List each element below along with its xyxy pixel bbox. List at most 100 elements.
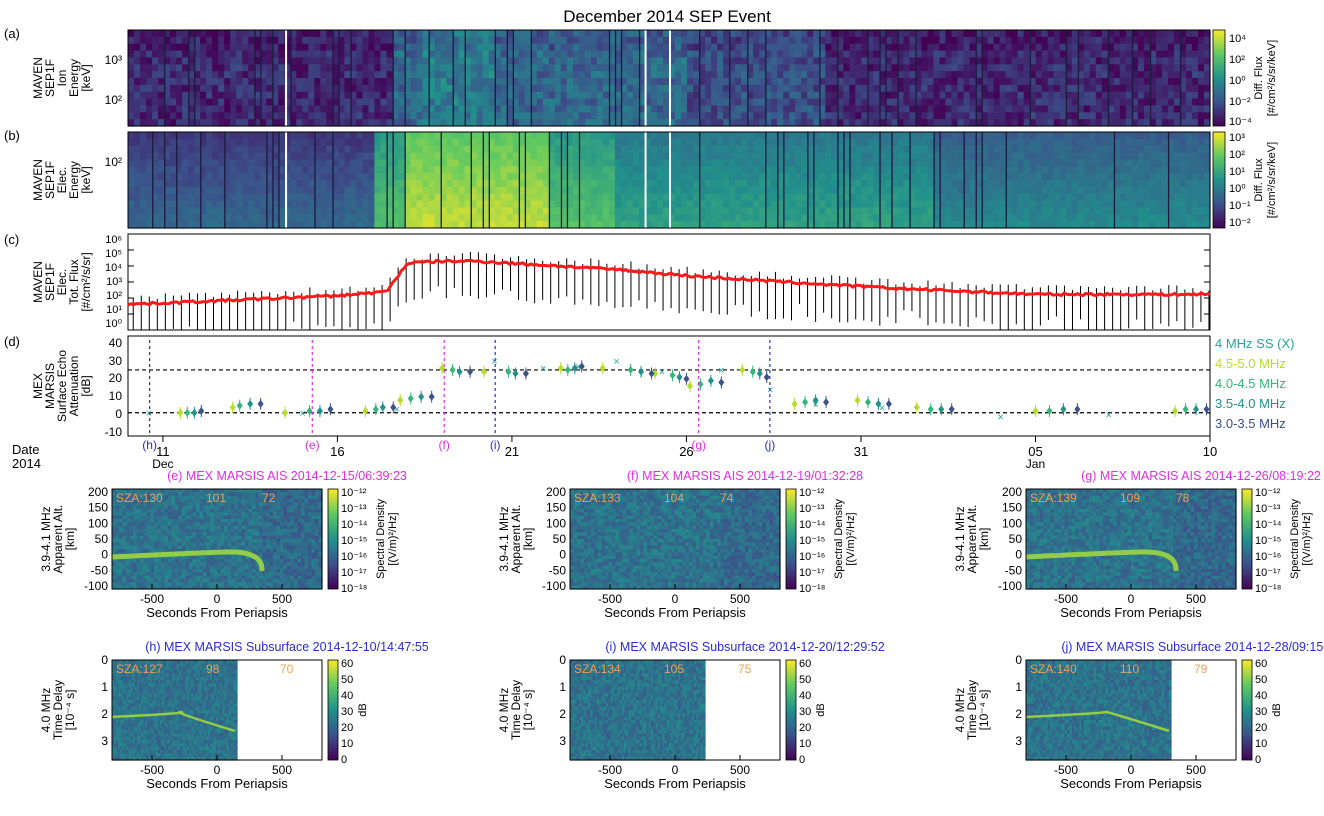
heatmap-cell (476, 71, 484, 79)
heatmap-cell (681, 166, 688, 174)
heatmap-cell (993, 91, 1001, 100)
heatmap-cell (374, 207, 382, 215)
heatmap-cell (230, 132, 237, 140)
heatmap-cell (1023, 30, 1031, 38)
heatmap-cell (230, 193, 237, 202)
heatmap-cell (1047, 221, 1055, 229)
heatmap-cell (891, 71, 899, 79)
heatmap-cell (999, 207, 1007, 215)
heatmap-cell (705, 112, 712, 120)
heatmap-cell (506, 112, 514, 120)
heatmap-cell (723, 43, 730, 52)
heatmap-cell (1131, 50, 1139, 59)
heatmap-cell (1023, 50, 1031, 59)
heatmap-cell (1023, 112, 1031, 120)
heatmap-cell (260, 138, 267, 147)
heatmap-cell (458, 200, 466, 209)
heatmap-cell (542, 200, 550, 209)
heatmap-cell (675, 173, 682, 181)
heatmap-cell (933, 193, 941, 202)
heatmap-cell (158, 71, 165, 79)
heatmap-cell (620, 105, 628, 113)
heatmap-cell (404, 50, 412, 59)
heatmap-cell (218, 91, 225, 100)
heatmap-cell (1047, 145, 1055, 154)
heatmap-cell (879, 119, 886, 127)
heatmap-cell (879, 166, 886, 174)
heatmap-cell (644, 166, 652, 174)
heatmap-cell (879, 132, 886, 140)
heatmap-cell (518, 200, 526, 209)
heatmap-cell (819, 173, 826, 181)
heatmap-cell (999, 91, 1007, 100)
heatmap-cell (951, 166, 959, 174)
heatmap-cell (1035, 91, 1043, 100)
heatmap-cell (128, 57, 135, 65)
heatmap-cell (963, 112, 971, 120)
heatmap-cell (320, 98, 327, 107)
heatmap-cell (957, 193, 965, 202)
heatmap-cell (1107, 36, 1115, 45)
heatmap-cell (939, 50, 947, 59)
heatmap-cell (230, 112, 237, 120)
heatmap-cell (254, 214, 261, 222)
heatmap-cell (855, 43, 862, 52)
heatmap-cell (140, 112, 147, 120)
heatmap-cell (1071, 132, 1079, 140)
heatmap-cell (596, 145, 604, 154)
heatmap-cell (194, 173, 201, 181)
heatmap-cell (801, 30, 808, 38)
heatmap-cell (1041, 200, 1049, 209)
heatmap-cell (1161, 57, 1169, 65)
heatmap-cell (753, 221, 760, 229)
heatmap-cell (915, 193, 923, 202)
heatmap-cell (356, 132, 364, 140)
heatmap-cell (524, 221, 532, 229)
heatmap-cell (963, 105, 971, 113)
heatmap-cell (1119, 166, 1127, 174)
heatmap-cell (735, 36, 742, 45)
heatmap-cell (434, 186, 442, 195)
heatmap-cell (146, 173, 153, 181)
heatmap-cell (236, 64, 243, 72)
heatmap-cell (542, 91, 550, 100)
heatmap-cell (254, 50, 261, 59)
heatmap-cell (1029, 166, 1037, 174)
heatmap-cell (1113, 71, 1121, 79)
heatmap-cell (1161, 119, 1169, 127)
heatmap-cell (476, 138, 484, 147)
heatmap-cell (819, 36, 826, 45)
heatmap-cell (152, 166, 159, 174)
heatmap-cell (735, 207, 742, 215)
heatmap-cell (500, 173, 508, 181)
heatmap-cell (596, 214, 604, 222)
heatmap-cell (620, 159, 628, 167)
heatmap-cell (855, 105, 862, 113)
heatmap-cell (524, 84, 532, 93)
heatmap-cell (945, 50, 953, 59)
heatmap-cell (602, 43, 610, 52)
heatmap-cell (1113, 132, 1121, 140)
heatmap-cell (542, 36, 550, 45)
heatmap-cell (224, 138, 231, 147)
heatmap-cell (675, 193, 682, 202)
heatmap-cell (380, 30, 388, 38)
heatmap-cell (903, 50, 911, 59)
heatmap-cell (765, 43, 772, 52)
heatmap-cell (1119, 91, 1127, 100)
heatmap-cell (206, 84, 213, 93)
heatmap-cell (951, 30, 959, 38)
heatmap-cell (434, 132, 442, 140)
heatmap-cell (314, 207, 321, 215)
heatmap-cell (248, 36, 255, 45)
heatmap-cell (705, 152, 712, 161)
heatmap-cell (500, 98, 508, 107)
heatmap-cell (675, 91, 682, 100)
heatmap-cell (963, 71, 971, 79)
heatmap-cell (807, 221, 814, 229)
heatmap-cell (1089, 214, 1097, 222)
heatmap-cell (458, 57, 466, 65)
heatmap-cell (428, 78, 436, 86)
heatmap-cell (1155, 112, 1163, 120)
heatmap-cell (747, 166, 754, 174)
